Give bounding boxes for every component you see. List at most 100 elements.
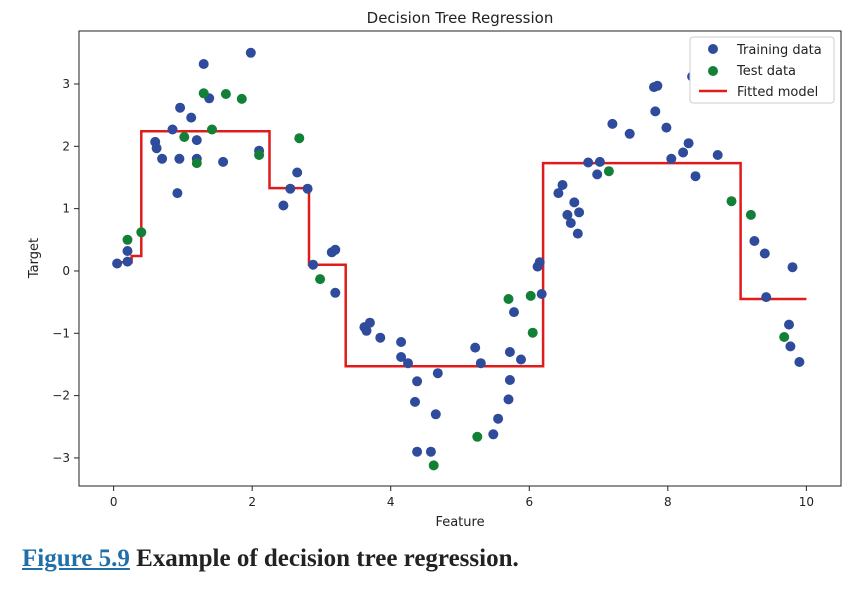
- training-data-point: [302, 183, 313, 194]
- x-tick-label: 8: [664, 495, 672, 509]
- legend-box: [689, 36, 835, 104]
- training-data-point: [785, 341, 796, 352]
- x-axis-label: Feature: [435, 515, 484, 530]
- plot-area: [78, 30, 842, 487]
- y-tick-label: 0: [62, 264, 70, 278]
- test-data-point: [603, 166, 614, 177]
- training-data-point: [430, 409, 441, 420]
- test-data-point: [198, 88, 209, 99]
- training-data-point: [536, 289, 547, 299]
- training-data-point: [787, 262, 798, 273]
- y-tick-label: 2: [62, 139, 70, 153]
- legend-test-label: Test data: [736, 64, 796, 79]
- test-data-point: [527, 327, 538, 338]
- training-data-point: [504, 375, 515, 385]
- training-data-point: [174, 153, 185, 164]
- training-data-point: [683, 138, 694, 149]
- training-data-point: [292, 167, 303, 178]
- training-data-point: [652, 80, 663, 91]
- legend-test-marker: [708, 66, 718, 76]
- training-data-point: [186, 112, 197, 123]
- test-data-point: [525, 290, 536, 301]
- test-data-point: [179, 132, 190, 142]
- training-data-point: [112, 258, 123, 269]
- legend-training-label: Training data: [736, 43, 822, 58]
- training-data-point: [504, 347, 515, 357]
- training-data-point: [650, 106, 661, 117]
- legend-model-label: Fitted model: [737, 85, 818, 100]
- training-data-point: [678, 147, 689, 158]
- training-data-point: [493, 413, 504, 424]
- training-data-point: [157, 153, 168, 164]
- training-data-point: [122, 256, 133, 267]
- test-data-point: [220, 89, 231, 99]
- training-data-point: [172, 188, 183, 199]
- test-data-point: [779, 332, 790, 342]
- y-tick-label: 1: [62, 202, 70, 216]
- caption-text: Example of decision tree regression.: [136, 545, 519, 572]
- training-data-point: [412, 446, 423, 457]
- x-tick-label: 10: [799, 495, 814, 509]
- training-data-point: [666, 153, 677, 164]
- legend: Training data Test data Fitted model: [689, 36, 835, 104]
- test-data-point: [294, 133, 305, 144]
- test-data-point: [207, 124, 217, 135]
- fitted-model-layer: [113, 130, 807, 368]
- training-data-point: [607, 118, 618, 129]
- training-data-point: [488, 429, 499, 440]
- training-data-point: [198, 59, 209, 69]
- training-data-point: [218, 156, 229, 167]
- figure-reference-link[interactable]: Figure 5.9: [22, 545, 130, 572]
- training-data-point: [624, 128, 635, 139]
- training-data-point: [759, 248, 770, 259]
- training-data-point: [403, 358, 413, 369]
- test-data-point: [726, 196, 737, 207]
- training-data-point: [565, 218, 576, 228]
- test-data-point: [191, 158, 202, 169]
- training-data-point: [553, 188, 564, 199]
- training-data-point: [516, 354, 526, 365]
- y-tick-label: −1: [52, 326, 70, 340]
- training-data-point: [330, 244, 341, 255]
- training-data-point: [592, 169, 603, 180]
- training-data-point: [410, 396, 420, 407]
- test-data-point: [236, 93, 247, 104]
- training-data-point: [503, 394, 514, 405]
- training-data-point: [412, 376, 423, 387]
- training-data-point: [361, 325, 372, 336]
- y-tick-label: 3: [62, 77, 70, 91]
- test-data-point: [315, 274, 326, 285]
- training-data-point: [661, 122, 672, 133]
- fitted-model-line: [113, 130, 807, 368]
- training-data-point: [175, 102, 186, 113]
- y-tick-label: −2: [52, 389, 70, 403]
- training-data-point: [396, 337, 407, 347]
- training-data-point: [396, 352, 407, 362]
- training-data-point: [784, 319, 794, 330]
- training-data-point: [470, 342, 481, 353]
- training-data-point: [425, 446, 436, 457]
- chart-title: Decision Tree Regression: [367, 9, 554, 27]
- training-data-point: [572, 228, 583, 239]
- y-tick-label: −3: [52, 451, 70, 465]
- training-data-point: [375, 332, 386, 343]
- legend-training-marker: [708, 44, 718, 54]
- training-data-point: [285, 183, 296, 194]
- training-data-point: [167, 124, 178, 135]
- y-axis-label: Target: [27, 238, 42, 279]
- training-data-point: [761, 292, 772, 303]
- training-data-point: [475, 358, 486, 369]
- training-data-point: [278, 200, 289, 211]
- training-data-point: [749, 236, 760, 246]
- test-data-point: [472, 431, 483, 442]
- figure-caption: Figure 5.9 Example of decision tree regr…: [22, 545, 862, 573]
- axis-ticks: 0 2 4 6 8 10 −3 −2 −1 0 1 2 3: [52, 77, 814, 509]
- training-data-point: [569, 197, 580, 208]
- x-tick-label: 6: [525, 495, 533, 509]
- training-data-point: [574, 207, 585, 218]
- x-tick-label: 4: [387, 495, 395, 509]
- training-data-point: [712, 150, 723, 160]
- training-data-point: [364, 317, 375, 328]
- test-data-point: [503, 294, 514, 304]
- training-data-point: [534, 257, 545, 268]
